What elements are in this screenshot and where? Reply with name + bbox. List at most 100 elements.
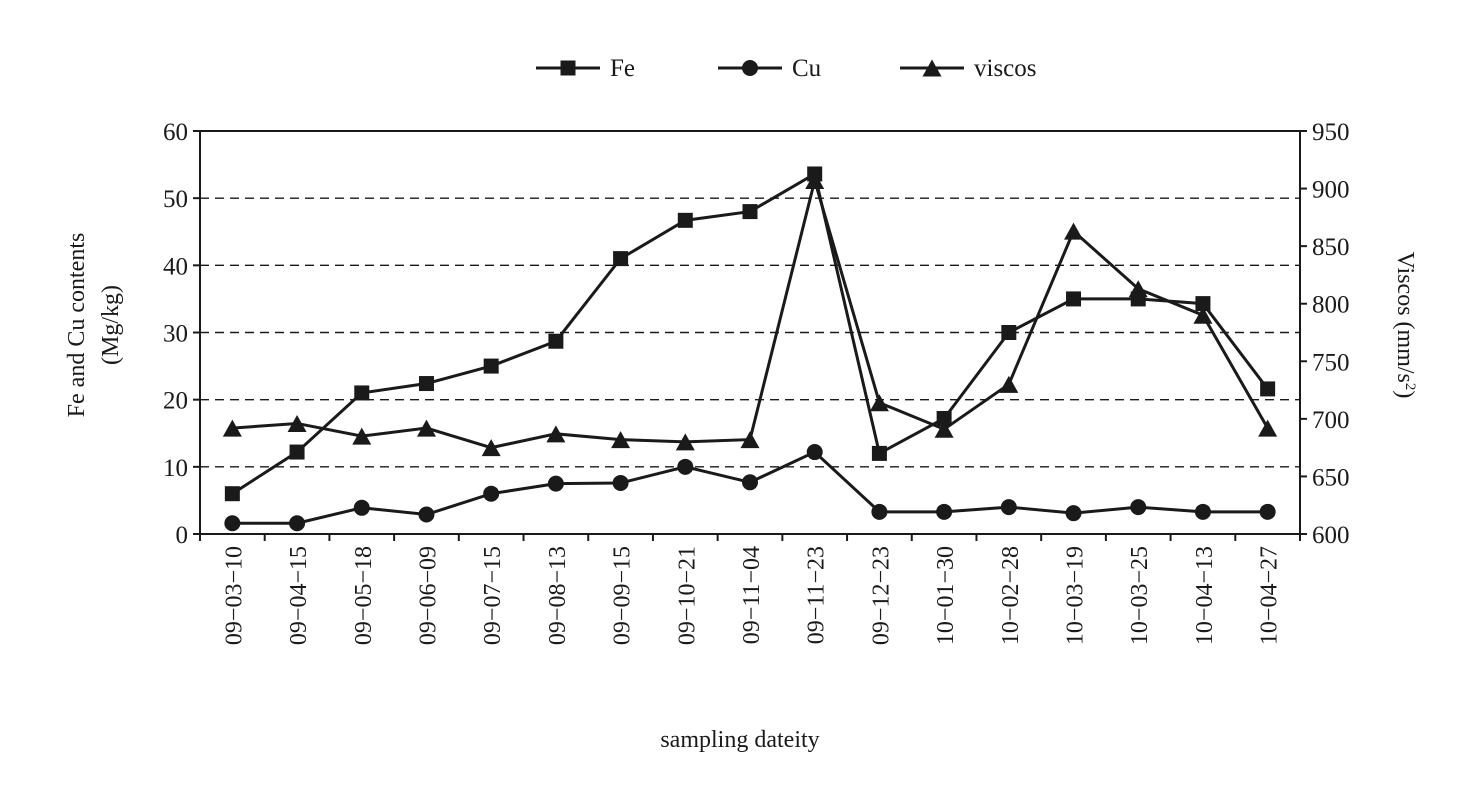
cu-point (1065, 505, 1082, 522)
fe-point (1066, 291, 1082, 307)
left-axis-ticks: 0 10 20 30 40 50 60 (163, 119, 200, 549)
fe-point (613, 251, 629, 267)
y2-tick-label: 850 (1312, 234, 1350, 261)
series-line-viscos (232, 174, 1269, 450)
y-tick-label: 60 (163, 119, 188, 146)
fe-point (677, 212, 693, 228)
cu-point (289, 515, 306, 532)
y2-tick-label: 800 (1312, 292, 1350, 319)
y2-axis-title-exponent: 2 (1402, 383, 1418, 391)
cu-point (483, 485, 500, 502)
fe-point (936, 410, 952, 426)
fe-point (1001, 325, 1017, 340)
cu-point (1000, 499, 1017, 516)
viscos-point (352, 427, 372, 445)
series-group (222, 166, 1278, 532)
y-tick-label: 50 (163, 186, 188, 213)
x-tick-label: 10−02−28 (998, 546, 1024, 645)
viscos-point (611, 431, 631, 449)
x-axis-title: sampling dateity (660, 727, 819, 753)
viscos-point (999, 375, 1019, 393)
y2-tick-label: 700 (1312, 407, 1350, 434)
viscos-point (481, 439, 501, 457)
cu-point (224, 515, 241, 532)
x-tick-label: 09−12−23 (868, 546, 894, 645)
legend-label-viscos: viscos (974, 55, 1037, 82)
fe-point (224, 486, 240, 502)
cu-point (677, 458, 694, 475)
viscos-point (805, 172, 825, 190)
viscos-point (675, 433, 695, 451)
legend-marker-viscos (922, 59, 942, 77)
x-tick-label: 09−09−15 (610, 546, 636, 645)
y-tick-label: 0 (176, 522, 189, 549)
viscos-point (546, 425, 566, 443)
viscos-point (869, 394, 889, 412)
viscos-point (1258, 419, 1278, 437)
x-tick-label: 09−08−13 (545, 546, 571, 645)
legend-label-fe: Fe (610, 55, 635, 82)
y-axis-title: Fe and Cu contents (64, 233, 90, 418)
cu-point (936, 503, 953, 520)
cu-point (1130, 499, 1147, 516)
y2-tick-label: 750 (1312, 349, 1350, 376)
x-tick-label: 09−10−21 (674, 546, 700, 645)
fe-point (354, 385, 370, 401)
cu-point (418, 506, 435, 523)
cu-point (806, 444, 823, 461)
fe-point (483, 358, 499, 374)
right-axis-ticks: 600 650 700 750 800 850 900 950 (1300, 119, 1350, 549)
y2-axis-title: Viscos (mm/s2) (1392, 252, 1418, 399)
x-tick-label: 09−07−15 (480, 546, 506, 645)
y-axis-title-unit: (Mg/kg) (98, 285, 124, 365)
fe-point (1195, 296, 1211, 312)
viscos-point (1128, 280, 1148, 298)
x-tick-label: 09−05−18 (351, 546, 377, 645)
x-tick-label: 10−03−19 (1063, 546, 1089, 645)
fe-point (418, 376, 434, 392)
y2-tick-label: 600 (1312, 522, 1350, 549)
x-tick-label: 10−04−27 (1257, 546, 1283, 645)
legend-marker-cu (742, 60, 758, 76)
y-tick-label: 10 (163, 455, 188, 482)
legend-marker-fe (560, 60, 576, 76)
fe-point (289, 444, 305, 460)
x-tick-label: 09−11−23 (804, 546, 830, 644)
cu-point (1194, 503, 1211, 520)
legend-label-cu: Cu (792, 55, 822, 82)
cu-point (871, 503, 888, 520)
fe-point (548, 333, 564, 349)
viscos-point (287, 414, 307, 432)
x-tick-label: 10−03−25 (1127, 546, 1153, 645)
cu-point (353, 499, 370, 516)
x-tick-label: 09−04−15 (286, 546, 312, 645)
cu-point (742, 474, 758, 491)
gridlines (200, 197, 1300, 468)
y-tick-label: 40 (163, 253, 188, 280)
fe-point (871, 445, 887, 461)
fe-point (1260, 381, 1276, 397)
x-tick-label: 09−06−09 (415, 546, 441, 645)
x-tick-label: 09−03−10 (221, 546, 247, 645)
y-tick-label: 30 (163, 321, 188, 348)
y-tick-label: 20 (163, 388, 188, 415)
y2-axis-title-text: Viscos (mm/s (1392, 252, 1418, 383)
viscos-point (1193, 306, 1213, 324)
x-tick-label: 09−11−04 (739, 546, 765, 644)
x-axis-ticks: 09−03−10 09−04−15 09−05−18 09−06−09 09−07−15… (199, 534, 1301, 645)
cu-point (612, 474, 629, 491)
x-tick-label: 10−01−30 (933, 546, 959, 645)
y2-tick-label: 950 (1312, 119, 1350, 146)
viscos-point (740, 431, 760, 449)
viscos-point (416, 419, 436, 437)
legend: Fe Cu viscos (536, 55, 1037, 82)
viscos-point (1064, 222, 1084, 240)
fe-point (742, 204, 758, 220)
viscos-point (934, 420, 954, 438)
y2-axis-title-close: ) (1392, 390, 1418, 398)
y2-tick-label: 900 (1312, 177, 1350, 204)
cu-point (547, 475, 564, 492)
cu-point (1259, 503, 1276, 520)
x-tick-label: 10−04−13 (1192, 546, 1218, 645)
